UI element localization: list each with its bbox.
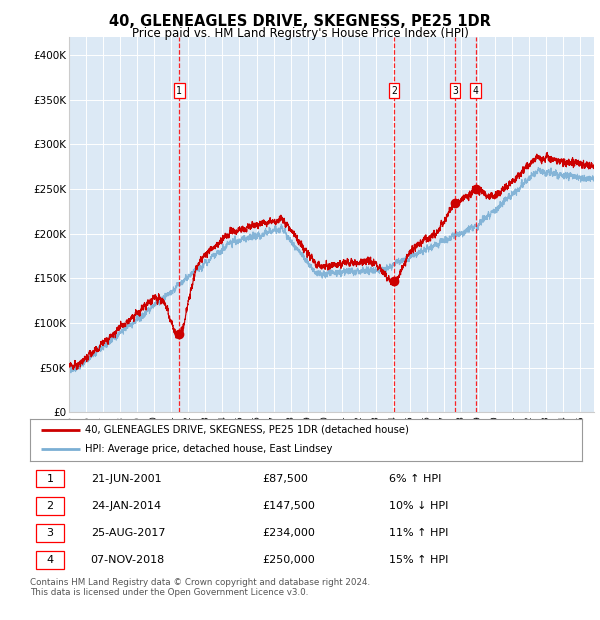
Text: 40, GLENEAGLES DRIVE, SKEGNESS, PE25 1DR (detached house): 40, GLENEAGLES DRIVE, SKEGNESS, PE25 1DR… [85, 425, 409, 435]
Text: 4: 4 [46, 555, 53, 565]
Text: HPI: Average price, detached house, East Lindsey: HPI: Average price, detached house, East… [85, 445, 332, 454]
Text: 2: 2 [46, 501, 53, 511]
Text: 21-JUN-2001: 21-JUN-2001 [91, 474, 161, 484]
Text: 3: 3 [452, 86, 458, 95]
FancyBboxPatch shape [35, 551, 64, 569]
Text: Price paid vs. HM Land Registry's House Price Index (HPI): Price paid vs. HM Land Registry's House … [131, 27, 469, 40]
Text: 11% ↑ HPI: 11% ↑ HPI [389, 528, 448, 538]
Text: 6% ↑ HPI: 6% ↑ HPI [389, 474, 441, 484]
Text: £250,000: £250,000 [262, 555, 314, 565]
Text: 2: 2 [391, 86, 397, 95]
Text: 1: 1 [46, 474, 53, 484]
Text: 1: 1 [176, 86, 182, 95]
Text: £234,000: £234,000 [262, 528, 315, 538]
Text: 4: 4 [473, 86, 478, 95]
Text: £87,500: £87,500 [262, 474, 308, 484]
Text: 10% ↓ HPI: 10% ↓ HPI [389, 501, 448, 511]
Text: 07-NOV-2018: 07-NOV-2018 [91, 555, 165, 565]
Text: 24-JAN-2014: 24-JAN-2014 [91, 501, 161, 511]
FancyBboxPatch shape [35, 497, 64, 515]
FancyBboxPatch shape [35, 524, 64, 542]
Text: 3: 3 [46, 528, 53, 538]
FancyBboxPatch shape [35, 470, 64, 487]
Text: £147,500: £147,500 [262, 501, 315, 511]
Text: 25-AUG-2017: 25-AUG-2017 [91, 528, 165, 538]
Text: 40, GLENEAGLES DRIVE, SKEGNESS, PE25 1DR: 40, GLENEAGLES DRIVE, SKEGNESS, PE25 1DR [109, 14, 491, 29]
Text: Contains HM Land Registry data © Crown copyright and database right 2024.
This d: Contains HM Land Registry data © Crown c… [30, 578, 370, 597]
Text: 15% ↑ HPI: 15% ↑ HPI [389, 555, 448, 565]
